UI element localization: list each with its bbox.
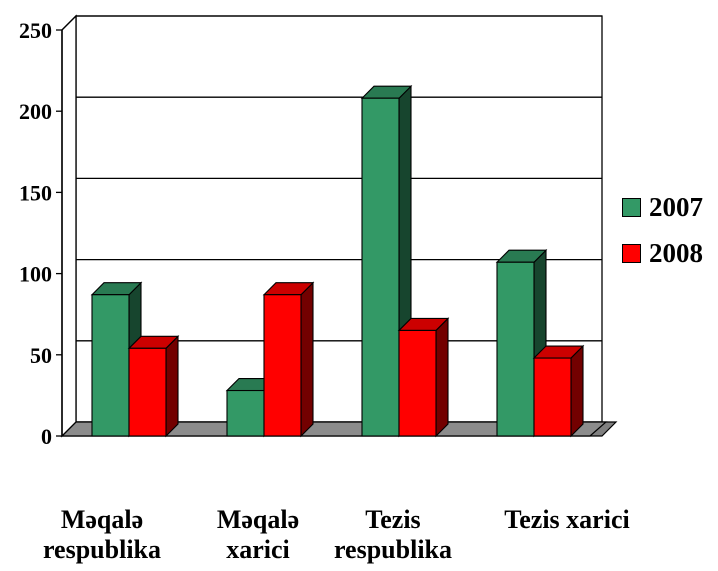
legend-label-2008: 2008: [649, 237, 703, 268]
axes: [61, 14, 77, 438]
legend-item-2008: 2008: [622, 238, 703, 268]
y-tick-label-200: 200: [19, 99, 52, 124]
bar-side-2008-1: [300, 281, 314, 438]
legend-label-2007: 2007: [649, 191, 703, 222]
bar-front-2007-2: [361, 97, 400, 437]
category-label-0: Məqalə respublika: [42, 505, 161, 564]
category-label-2: Tezis respublika: [333, 505, 452, 564]
bar-2008-0: [127, 334, 180, 438]
y-tick-label-0: 0: [41, 424, 52, 449]
bar-2008-1: [262, 281, 315, 438]
side-wall: [61, 14, 77, 438]
y-tick-label-150: 150: [19, 180, 52, 205]
bar-front-2008-0: [128, 347, 167, 437]
legend-swatch-2008: [622, 243, 641, 263]
y-tick-label-50: 50: [30, 343, 52, 368]
y-tick-label-100: 100: [19, 262, 52, 287]
category-label-1: Məqalə xarici: [216, 505, 300, 564]
bar-side-2008-3: [570, 344, 584, 438]
bar-front-2007-0: [91, 294, 130, 437]
bar-front-2007-1: [226, 389, 265, 437]
category-label-3: Tezis xarici: [504, 505, 630, 534]
bar-front-2008-3: [533, 357, 572, 437]
bar-2008-3: [532, 344, 585, 438]
y-axis-ticks: 0 50 100 150 200 250: [19, 18, 62, 449]
legend: 2007 2008: [622, 192, 703, 284]
bar-2008-2: [397, 317, 450, 438]
bars: [90, 84, 585, 438]
y-tick-label-250: 250: [19, 18, 52, 43]
legend-item-2007: 2007: [622, 192, 703, 222]
bar-front-2008-1: [263, 294, 302, 437]
bar-side-2008-0: [165, 334, 179, 438]
bar-front-2008-2: [398, 329, 437, 437]
legend-swatch-2007: [622, 197, 641, 217]
bar-side-2008-2: [435, 317, 449, 438]
bar-front-2007-3: [496, 261, 535, 437]
